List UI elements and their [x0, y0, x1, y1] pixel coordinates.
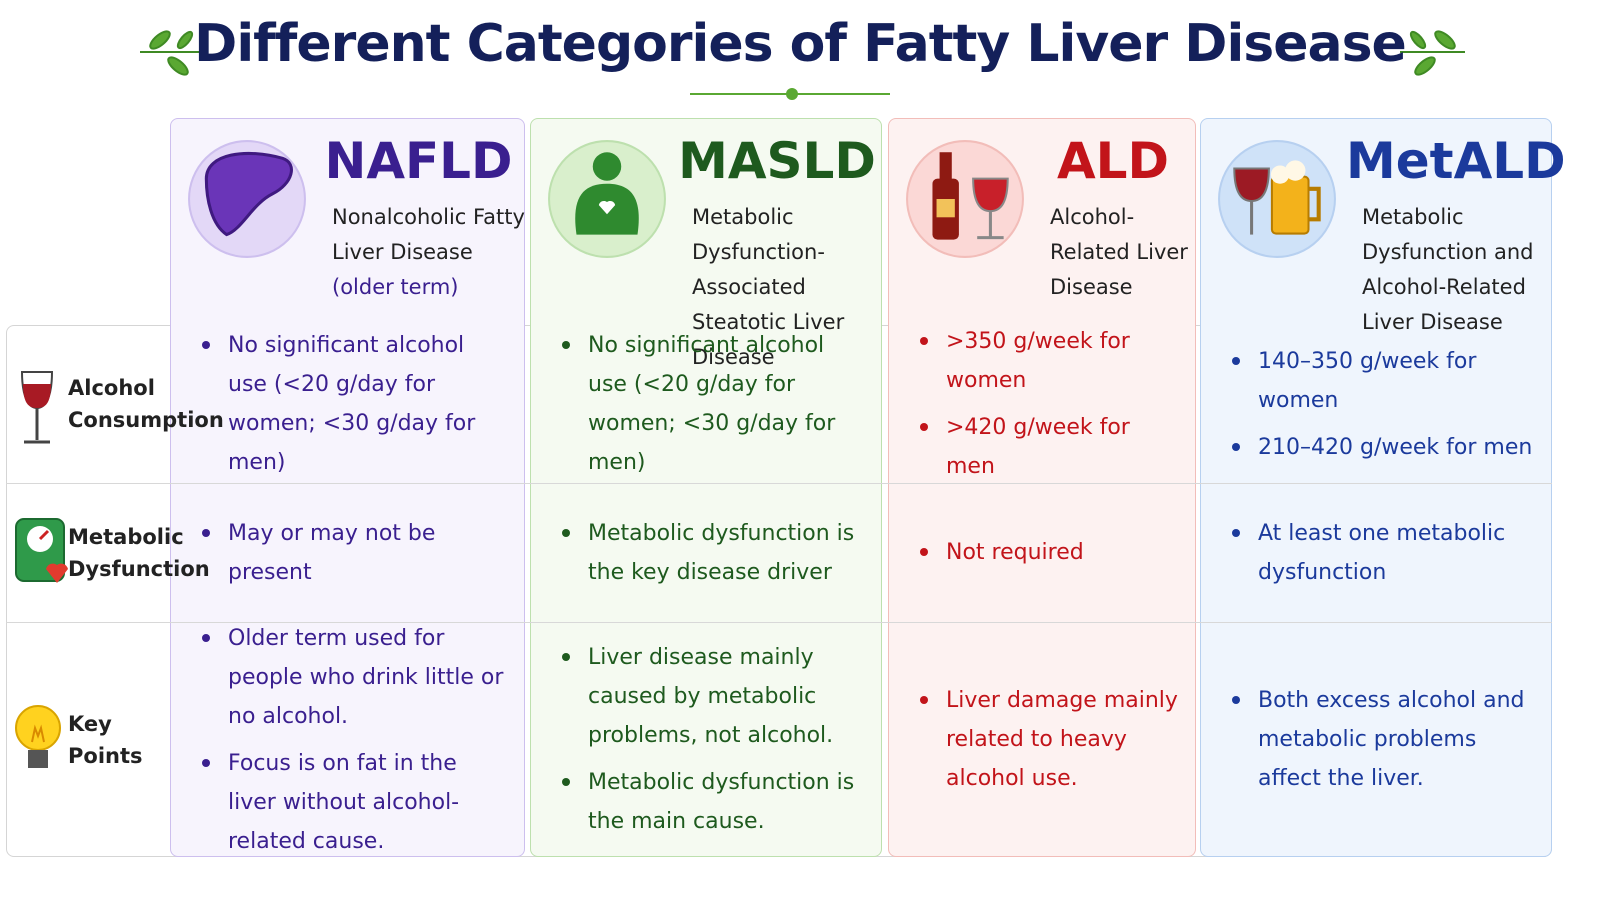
- column-abbreviation: MASLD: [678, 132, 876, 190]
- bullet-item: At least one metabolic dysfunction: [1228, 514, 1534, 592]
- column-full-name: Nonalcoholic Fatty Liver Disease (older t…: [332, 200, 527, 305]
- column-abbreviation: MetALD: [1346, 132, 1566, 190]
- bullet-item: Older term used for people who drink lit…: [198, 619, 507, 736]
- column-full-name: Metabolic Dysfunction-Associated Steatot…: [692, 200, 884, 375]
- page-title: Different Categories of Fatty Liver Dise…: [194, 14, 1407, 74]
- row-label: Metabolic Dysfunction: [68, 524, 210, 581]
- table-cell: No significant alcohol use (<20 g/day fo…: [530, 325, 882, 483]
- bullet-item: 140–350 g/week for women: [1228, 342, 1534, 420]
- table-cell: Liver damage mainly related to heavy alc…: [888, 622, 1196, 857]
- column-name-text: Nonalcoholic Fatty Liver Disease: [332, 205, 525, 264]
- bullet-item: No significant alcohol use (<20 g/day fo…: [198, 326, 507, 482]
- bullet-item: Metabolic dysfunction is the key disease…: [558, 514, 864, 592]
- table-cell: Not required: [888, 483, 1196, 622]
- table-cell: 140–350 g/week for women 210–420 g/week f…: [1200, 325, 1552, 483]
- column-name-text: Metabolic Dysfunction-Associated Steatot…: [692, 205, 845, 369]
- table-cell: Both excess alcohol and metabolic proble…: [1200, 622, 1552, 857]
- bullet-item: Liver disease mainly caused by metabolic…: [558, 638, 864, 755]
- column-abbreviation: ALD: [1056, 132, 1170, 190]
- table-cell: At least one metabolic dysfunction: [1200, 483, 1552, 622]
- row-divider: [6, 483, 1552, 484]
- bullet-item: 210–420 g/week for men: [1228, 428, 1534, 467]
- column-full-name: Metabolic Dysfunction and Alcohol-Relate…: [1362, 200, 1554, 340]
- column-icon: [188, 140, 306, 258]
- title-decoration: [140, 30, 1465, 100]
- column-abbreviation: NAFLD: [324, 132, 513, 190]
- table-cell: No significant alcohol use (<20 g/day fo…: [170, 325, 525, 483]
- row-divider: [6, 622, 1552, 623]
- column-icon: [1218, 140, 1336, 258]
- row-icon: [20, 371, 54, 444]
- row-label: Alcohol Consumption: [68, 376, 224, 432]
- table-cell: >350 g/week for women >420 g/week for men: [888, 325, 1196, 483]
- bullet-item: >350 g/week for women: [916, 322, 1178, 400]
- bullet-item: Liver damage mainly related to heavy alc…: [916, 681, 1178, 798]
- row-icon: [15, 704, 61, 768]
- row-icon: [15, 517, 68, 583]
- bullet-item: Not required: [916, 533, 1178, 572]
- bullet-item: Both excess alcohol and metabolic proble…: [1228, 681, 1534, 798]
- column-name-text: Metabolic Dysfunction and Alcohol-Relate…: [1362, 205, 1534, 334]
- column-full-name: Alcohol-Related Liver Disease: [1050, 200, 1198, 305]
- table-cell: Metabolic dysfunction is the key disease…: [530, 483, 882, 622]
- table-cell: May or may not be present: [170, 483, 525, 622]
- bullet-item: Focus is on fat in the liver without alc…: [198, 744, 507, 861]
- column-note: (older term): [332, 275, 459, 299]
- bullet-item: >420 g/week for men: [916, 408, 1178, 486]
- bullet-item: Metabolic dysfunction is the main cause.: [558, 763, 864, 841]
- column-icon: [548, 140, 666, 258]
- bullet-item: No significant alcohol use (<20 g/day fo…: [558, 326, 864, 482]
- table-cell: Liver disease mainly caused by metabolic…: [530, 622, 882, 857]
- row-label: Key Points: [68, 711, 143, 768]
- table-cell: Older term used for people who drink lit…: [170, 622, 525, 857]
- column-name-text: Alcohol-Related Liver Disease: [1050, 205, 1188, 299]
- column-icon: [906, 140, 1024, 258]
- bullet-item: May or may not be present: [198, 514, 507, 592]
